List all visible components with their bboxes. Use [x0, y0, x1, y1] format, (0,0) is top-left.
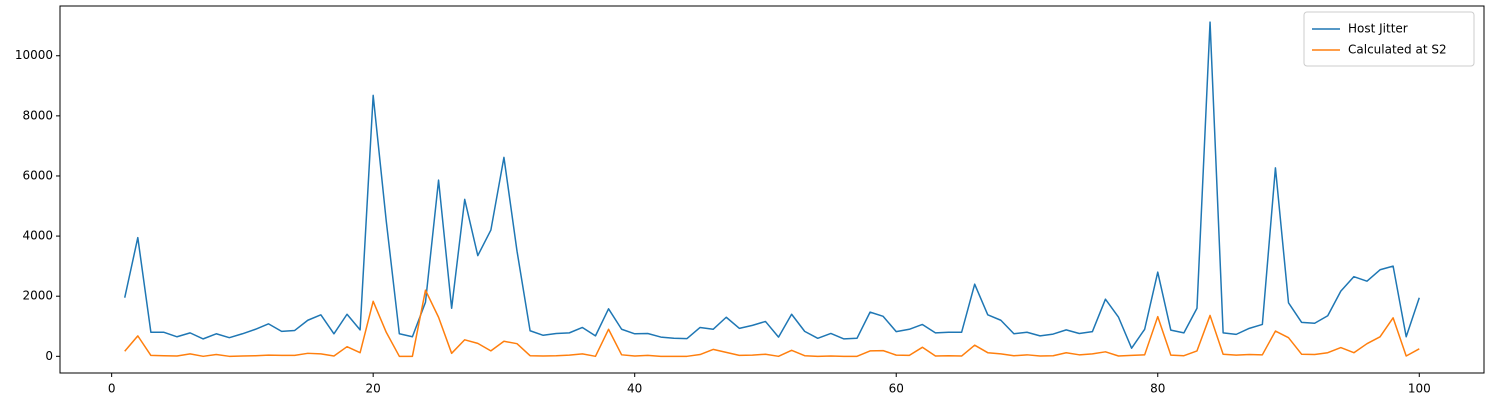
series-line [123, 21, 1420, 349]
y-tick-label: 4000 [22, 229, 53, 243]
x-tick-label: 0 [108, 382, 116, 396]
legend-box [1303, 11, 1475, 67]
x-tick-label: 80 [1150, 382, 1165, 396]
y-tick-label: 10000 [15, 48, 53, 62]
x-tick-label: 60 [889, 382, 904, 396]
x-tick-label: 20 [366, 382, 381, 396]
x-tick-label: 100 [1408, 382, 1431, 396]
y-tick-label: 0 [45, 349, 53, 363]
plot-frame [59, 5, 1485, 374]
series-line [124, 289, 1420, 358]
y-tick-label: 2000 [22, 289, 53, 303]
legend-label: Calculated at S2 [1348, 43, 1447, 57]
x-tick-label: 40 [627, 382, 642, 396]
legend-label: Host Jitter [1348, 22, 1408, 36]
y-tick-label: 8000 [22, 108, 53, 122]
y-tick-label: 6000 [22, 168, 53, 182]
